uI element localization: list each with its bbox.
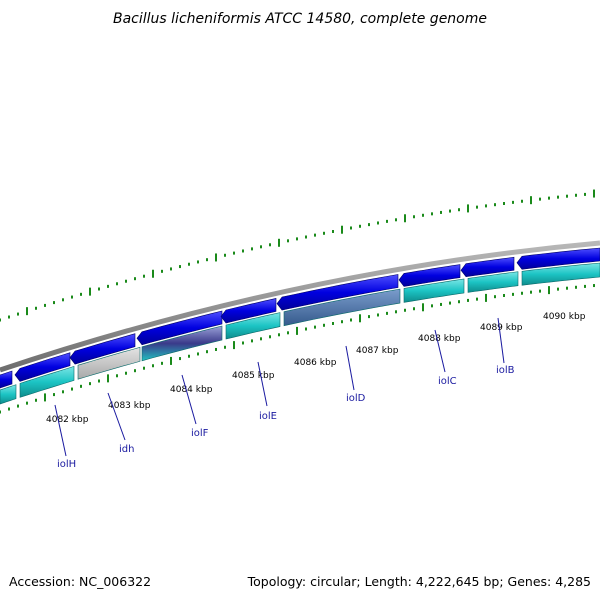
scale-tick-label: 4090 kbp: [543, 312, 586, 322]
reverse-gene-arrow: [467, 271, 519, 293]
scale-tick-label: 4086 kbp: [294, 358, 337, 368]
scale-tick-label: 4089 kbp: [480, 323, 523, 333]
gene-callout-line: [54, 404, 67, 457]
gene-callout-line: [434, 329, 446, 373]
gene-label-iolB: iolB: [496, 365, 515, 376]
forward-gene-arrow: [460, 256, 515, 278]
scale-tick-label: 4082 kbp: [46, 415, 89, 425]
reverse-strand-genes: [0, 262, 600, 405]
reverse-gene-arrow: [19, 365, 75, 398]
scale-tick-label: 4088 kbp: [418, 334, 461, 344]
forward-gene-arrow: [398, 264, 461, 287]
gene-label-idh: idh: [119, 444, 134, 455]
scale-tick-label: 4087 kbp: [356, 346, 399, 356]
gene-label-iolD: iolD: [346, 393, 366, 404]
scale-tick-label: 4083 kbp: [108, 401, 151, 411]
scale-tick-label: 4085 kbp: [232, 371, 275, 381]
reverse-gene-arrow: [283, 288, 401, 327]
forward-gene-arrow: [136, 310, 223, 346]
gc-skew-track: [0, 189, 595, 322]
forward-gene-arrow: [516, 247, 600, 270]
reverse-gene-arrow: [141, 325, 223, 362]
gene-callout-line: [497, 317, 505, 364]
gene-label-iolF: iolF: [191, 428, 209, 439]
gene-label-iolE: iolE: [259, 411, 277, 422]
map-title: Bacillus licheniformis ATCC 14580, compl…: [113, 11, 487, 27]
gene-callouts: iolH idh iolF iolE iolD iolC iolB: [54, 317, 515, 470]
gene-label-iolC: iolC: [438, 376, 457, 387]
gene-callout-line: [181, 374, 197, 425]
lower-skew-track: [0, 284, 595, 414]
accession-text: Accession: NC_006322: [9, 574, 151, 589]
forward-gene-arrow: [276, 274, 399, 311]
forward-strand-genes: [0, 247, 600, 389]
reverse-gene-arrow: [0, 384, 17, 405]
reverse-gene-arrow: [225, 312, 281, 340]
scale-tick-label: 4084 kbp: [170, 385, 213, 395]
forward-gene-arrow: [220, 298, 277, 324]
reverse-gene-arrow: [521, 262, 600, 286]
forward-gene-arrow: [0, 370, 13, 389]
scale-ticks: 4082 kbp 4083 kbp 4084 kbp 4085 kbp 4086…: [46, 312, 586, 425]
gene-callout-line: [107, 392, 126, 441]
genome-backbone: [0, 240, 600, 373]
reverse-gene-arrow: [77, 346, 141, 380]
reverse-gene-arrow: [403, 278, 465, 303]
forward-gene-arrow: [69, 333, 136, 365]
gene-label-iolH: iolH: [57, 459, 76, 470]
genome-summary-text: Topology: circular; Length: 4,222,645 bp…: [247, 574, 591, 589]
gene-callout-line: [257, 361, 268, 407]
forward-gene-arrow: [14, 352, 71, 382]
gene-callout-line: [345, 345, 355, 391]
